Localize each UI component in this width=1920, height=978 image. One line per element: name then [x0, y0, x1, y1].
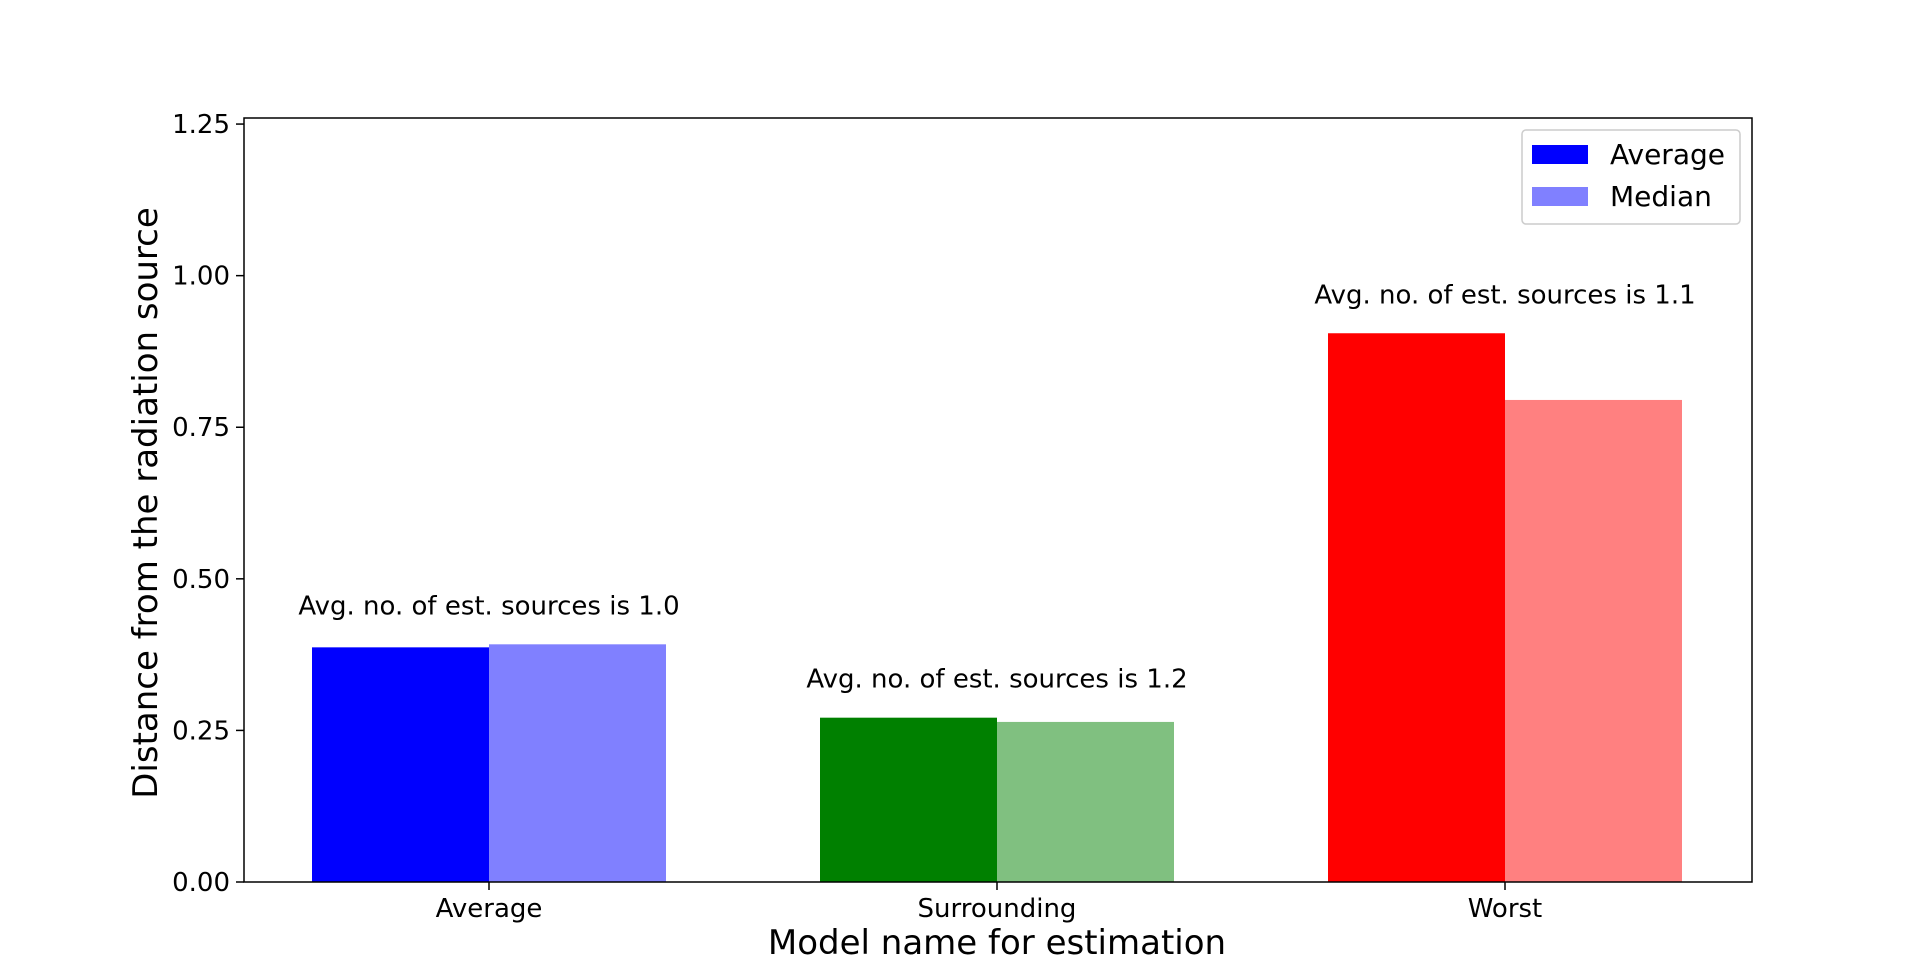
bar-average-worst: [1328, 333, 1505, 882]
legend-label-median: Median: [1610, 180, 1712, 213]
bar-median-surrounding: [997, 721, 1174, 882]
y-tick-label: 1.00: [172, 262, 230, 292]
y-tick-label: 0.25: [172, 716, 230, 746]
legend-swatch-median: [1532, 187, 1588, 206]
annotations-group: Avg. no. of est. sources is 1.0 Avg. no. …: [298, 280, 1695, 694]
bars-group: [312, 333, 1682, 882]
x-tick-label: Average: [436, 894, 543, 924]
legend-label-average: Average: [1610, 138, 1725, 171]
legend-swatch-average: [1532, 145, 1588, 164]
x-tick-label: Worst: [1468, 894, 1543, 924]
plot-frame: [243, 117, 1753, 883]
y-tick-label: 0.00: [172, 868, 230, 898]
annotation-average: Avg. no. of est. sources is 1.0: [298, 591, 679, 621]
y-tick-label: 0.50: [172, 565, 230, 595]
annotation-surrounding: Avg. no. of est. sources is 1.2: [806, 665, 1187, 695]
annotation-worst: Avg. no. of est. sources is 1.1: [1314, 280, 1695, 310]
bar-average-average: [312, 647, 489, 882]
bar-median-worst: [1505, 399, 1682, 882]
y-tick-label: 1.25: [172, 110, 230, 140]
y-axis-label: Distance from the radiation source: [126, 207, 166, 799]
axes-group: 0.00 0.25 0.50 0.75 1.00 1.25 Average Surroundi…: [172, 110, 1753, 924]
x-tick-label: Surrounding: [918, 894, 1077, 924]
legend: Average Median: [1521, 129, 1741, 225]
y-tick-label: 0.75: [172, 413, 230, 443]
bar-median-average: [489, 644, 666, 882]
bar-average-surrounding: [820, 717, 997, 882]
x-axis-label: Model name for estimation: [768, 923, 1226, 963]
